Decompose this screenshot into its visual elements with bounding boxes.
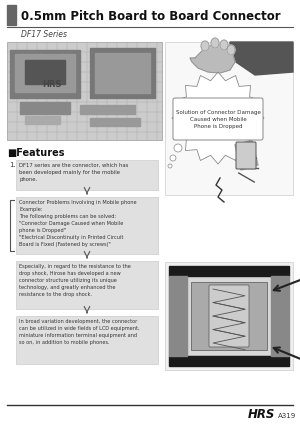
FancyBboxPatch shape [16,160,158,190]
Ellipse shape [211,38,219,48]
Text: A319: A319 [278,413,296,419]
Ellipse shape [201,41,209,51]
Bar [90,48,155,98]
FancyBboxPatch shape [173,98,263,140]
Bar [90,118,140,126]
Ellipse shape [227,45,235,55]
Text: HRS: HRS [42,79,62,88]
Text: Solution of Connector Damage
Caused when Mobile
Phone is Dropped: Solution of Connector Damage Caused when… [176,110,260,128]
Circle shape [168,164,172,168]
Circle shape [174,144,182,152]
Polygon shape [172,72,264,164]
Bar [7,42,162,140]
Bar [25,116,60,124]
Bar [7,5,16,25]
FancyBboxPatch shape [236,142,256,169]
Polygon shape [230,42,293,75]
Circle shape [170,155,176,161]
Text: 1.: 1. [9,162,16,168]
Bar [169,356,289,366]
Bar [191,282,267,350]
Text: In broad variation development, the connector
can be utilized in wide fields of : In broad variation development, the conn… [19,319,140,345]
Polygon shape [235,140,258,170]
FancyBboxPatch shape [16,197,158,254]
FancyBboxPatch shape [16,316,158,364]
Bar [80,105,135,114]
Bar [169,276,289,356]
Text: ■Features: ■Features [7,148,64,158]
Bar [15,54,75,92]
Text: 0.5mm Pitch Board to Board Connector: 0.5mm Pitch Board to Board Connector [21,9,280,23]
Text: Especially, in regard to the resistance to the
drop shock, Hirose has developed : Especially, in regard to the resistance … [19,264,131,297]
Bar [95,53,150,93]
Text: DF17 series are the connector, which has
been developed mainly for the mobile
ph: DF17 series are the connector, which has… [19,163,128,182]
Bar [169,276,187,356]
FancyBboxPatch shape [16,261,158,309]
Bar [25,60,65,84]
Bar [165,42,293,195]
Text: DF17 Series: DF17 Series [21,29,67,39]
Bar [271,276,289,356]
Bar [165,262,293,370]
Polygon shape [190,44,235,73]
Text: HRS: HRS [248,408,275,422]
Bar [10,50,80,98]
Ellipse shape [220,40,228,50]
Bar [20,102,70,114]
Text: Connector Problems Involving in Mobile phone
Example:
The following problems can: Connector Problems Involving in Mobile p… [19,200,136,247]
Bar [169,266,289,276]
FancyBboxPatch shape [209,285,249,347]
